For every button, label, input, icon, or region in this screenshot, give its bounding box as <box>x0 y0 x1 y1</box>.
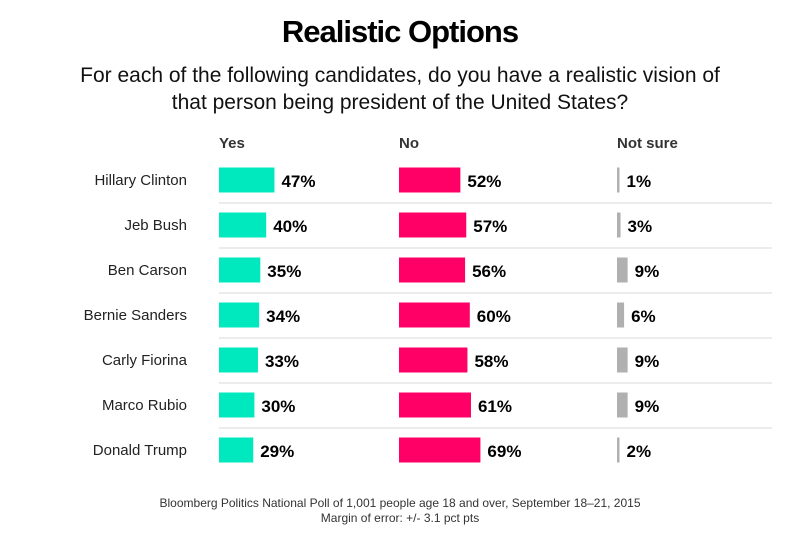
category-label-donald-trump: Donald Trump <box>93 442 187 459</box>
value-label-no-ben-carson: 56% <box>472 262 506 281</box>
bar-no-marco-rubio <box>399 392 471 418</box>
value-label-no-bernie-sanders: 60% <box>477 307 511 326</box>
value-label-yes-donald-trump: 29% <box>260 442 294 461</box>
column-header-yes: Yes <box>219 135 245 152</box>
value-label-not-sure-hillary-clinton: 1% <box>627 172 652 191</box>
bar-no-bernie-sanders <box>399 302 470 328</box>
value-label-not-sure-ben-carson: 9% <box>635 262 660 281</box>
category-label-hillary-clinton: Hillary Clinton <box>94 172 187 189</box>
column-header-no: No <box>399 135 419 152</box>
column-header-not-sure: Not sure <box>617 135 678 152</box>
bar-not-sure-carly-fiorina <box>617 347 628 373</box>
chart-title: Realistic Options <box>281 14 519 49</box>
value-label-yes-marco-rubio: 30% <box>261 397 295 416</box>
value-label-not-sure-marco-rubio: 9% <box>635 397 660 416</box>
bar-not-sure-hillary-clinton <box>617 167 620 193</box>
value-label-not-sure-donald-trump: 2% <box>627 442 652 461</box>
value-label-no-carly-fiorina: 58% <box>474 352 508 371</box>
bar-yes-hillary-clinton <box>219 167 275 193</box>
bar-no-jeb-bush <box>399 212 467 238</box>
bar-not-sure-donald-trump <box>617 437 620 463</box>
chart-subtitle: For each of the following candidates, do… <box>80 64 720 114</box>
bar-yes-marco-rubio <box>219 392 255 418</box>
bar-not-sure-bernie-sanders <box>617 302 625 328</box>
bar-yes-jeb-bush <box>219 212 267 238</box>
category-label-ben-carson: Ben Carson <box>108 262 187 279</box>
value-label-no-jeb-bush: 57% <box>473 217 507 236</box>
footnote-source: Bloomberg Politics National Poll of 1,00… <box>159 496 641 510</box>
value-label-yes-jeb-bush: 40% <box>273 217 307 236</box>
bar-no-donald-trump <box>399 437 481 463</box>
value-label-not-sure-carly-fiorina: 9% <box>635 352 660 371</box>
bar-no-carly-fiorina <box>399 347 468 373</box>
value-label-yes-hillary-clinton: 47% <box>281 172 315 191</box>
category-label-jeb-bush: Jeb Bush <box>124 217 187 234</box>
category-label-carly-fiorina: Carly Fiorina <box>102 352 188 369</box>
bar-not-sure-ben-carson <box>617 257 628 283</box>
value-label-yes-bernie-sanders: 34% <box>266 307 300 326</box>
value-label-not-sure-jeb-bush: 3% <box>628 217 653 236</box>
value-label-not-sure-bernie-sanders: 6% <box>631 307 656 326</box>
footnote-margin-of-error: Margin of error: +/- 3.1 pct pts <box>320 511 480 525</box>
value-label-no-marco-rubio: 61% <box>478 397 512 416</box>
category-label-bernie-sanders: Bernie Sanders <box>84 307 187 324</box>
value-label-yes-carly-fiorina: 33% <box>265 352 299 371</box>
bar-not-sure-jeb-bush <box>617 212 621 238</box>
bar-no-ben-carson <box>399 257 466 283</box>
bar-yes-donald-trump <box>219 437 254 463</box>
value-label-yes-ben-carson: 35% <box>267 262 301 281</box>
bar-yes-ben-carson <box>219 257 261 283</box>
value-label-no-hillary-clinton: 52% <box>467 172 501 191</box>
bar-yes-bernie-sanders <box>219 302 260 328</box>
bar-yes-carly-fiorina <box>219 347 258 373</box>
bar-not-sure-marco-rubio <box>617 392 628 418</box>
category-label-marco-rubio: Marco Rubio <box>102 397 187 414</box>
bar-no-hillary-clinton <box>399 167 461 193</box>
value-label-no-donald-trump: 69% <box>487 442 521 461</box>
